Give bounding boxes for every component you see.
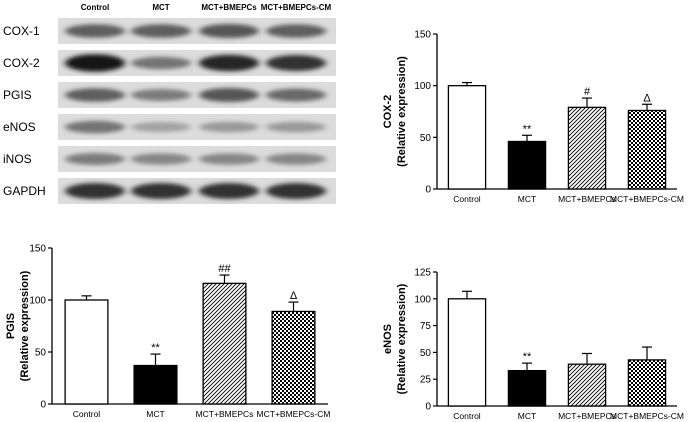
y-axis-label-line-1: COX-2: [382, 95, 394, 129]
y-tick-label: 0: [40, 400, 46, 411]
bar-1: [507, 140, 547, 190]
blot-band: [65, 183, 125, 199]
blot-band: [266, 88, 326, 102]
blot-band: [199, 153, 259, 165]
y-axis-label-line-2: (Relative expression): [396, 283, 408, 394]
blot-band: [65, 54, 125, 72]
bar-2: [202, 282, 247, 405]
bar-1: [133, 364, 178, 405]
y-tick-label: 50: [420, 133, 432, 144]
blot-row-label: GAPDH: [3, 184, 46, 198]
x-tick-label: MCT: [518, 194, 536, 204]
x-tick-label: Control: [73, 409, 101, 419]
blot-band: [65, 88, 125, 102]
significance-mark: ##: [218, 263, 231, 275]
blot-row-inos: iNOS: [3, 146, 336, 172]
blot-row-enos: eNOS: [3, 114, 336, 140]
blot-band: [266, 183, 326, 199]
blot-band: [266, 153, 326, 165]
blot-band: [199, 121, 259, 133]
blot-band: [65, 24, 125, 38]
blot-row-pgis: PGIS: [3, 82, 336, 108]
bar-2: [567, 363, 607, 407]
blot-band: [131, 122, 191, 132]
bar-3: [271, 310, 316, 405]
blot-band: [131, 24, 191, 38]
blot-band: [199, 54, 259, 72]
significance-mark: **: [523, 351, 532, 363]
cox2-bar-chart: COX-2 (Relative expression) 0 50 100 150 Contr…: [382, 30, 684, 205]
y-tick-label: 25: [420, 375, 432, 386]
blot-row-label: COX-1: [3, 24, 40, 38]
blot-band: [131, 56, 191, 70]
blot-row-label: eNOS: [3, 120, 36, 134]
bar-0: [447, 298, 487, 407]
y-tick-label: 0: [425, 185, 431, 196]
blot-band: [65, 153, 125, 165]
y-tick-label: 125: [414, 268, 431, 279]
y-tick-label: 0: [425, 402, 431, 413]
blot-band: [199, 88, 259, 102]
bar-3: [627, 359, 667, 407]
blot-row-cox-1: COX-1: [3, 18, 336, 44]
lane-label-2: MCT+BMEPCs: [201, 3, 257, 12]
lane-label-0: Control: [81, 3, 109, 12]
x-tick-label: MCT: [146, 409, 164, 419]
x-tick-label: MCT+BMEPCs: [558, 411, 616, 421]
y-tick-label: 50: [35, 348, 47, 359]
y-axis-label-line-2: (Relative expression): [396, 56, 408, 167]
bar-2: [567, 106, 607, 190]
bar-0: [64, 299, 109, 405]
blot-row-label: iNOS: [3, 152, 32, 166]
significance-mark: Δ: [643, 92, 651, 104]
y-tick-label: 50: [420, 348, 432, 359]
x-tick-label: MCT+BMEPCs: [558, 194, 616, 204]
x-tick-label: MCT+BMEPCs-CM: [610, 411, 684, 421]
y-tick-label: 150: [414, 30, 431, 41]
lane-label-3: MCT+BMEPCs-CM: [261, 3, 332, 12]
blot-row-label: COX-2: [3, 56, 40, 70]
bar-1: [507, 369, 547, 407]
blot-band: [266, 24, 326, 38]
significance-mark: **: [523, 123, 532, 135]
y-tick-label: 100: [414, 294, 431, 305]
x-tick-label: Control: [453, 194, 481, 204]
blot-row-label: PGIS: [3, 88, 32, 102]
y-tick-label: 100: [414, 81, 431, 92]
blot-band: [131, 153, 191, 165]
significance-mark: Δ: [290, 290, 298, 302]
blot-band: [266, 121, 326, 133]
blot-row-gapdh: GAPDH: [3, 178, 336, 204]
blot-band: [131, 183, 191, 199]
x-tick-label: MCT+BMEPCs: [196, 409, 254, 419]
blot-band: [199, 24, 259, 38]
significance-mark: #: [584, 86, 591, 98]
blot-band: [131, 89, 191, 101]
x-tick-label: MCT+BMEPCs-CM: [610, 194, 684, 204]
y-tick-label: 150: [29, 244, 46, 255]
y-tick-label: 75: [420, 321, 432, 332]
blot-band: [266, 55, 326, 71]
significance-mark: **: [151, 342, 160, 354]
bar-0: [447, 85, 487, 190]
x-tick-label: Control: [453, 411, 481, 421]
enos-bar-chart: eNOS (Relative expression) 0 25 50 75 100 125 Co…: [382, 268, 684, 422]
bar-3: [627, 109, 667, 190]
y-axis-label-line-1: PGIS: [5, 313, 17, 339]
x-tick-label: MCT: [518, 411, 536, 421]
blot-band: [65, 120, 125, 134]
lane-label-1: MCT: [152, 3, 169, 12]
blot-band: [199, 183, 259, 199]
x-tick-label: MCT+BMEPCs-CM: [257, 409, 331, 419]
pgis-bar-chart: PGIS (Relative expression) 0 50 100 150 Contro…: [5, 244, 331, 420]
y-axis-label-line-2: (Relative expression): [19, 270, 31, 381]
y-tick-label: 100: [29, 296, 46, 307]
western-blot-panel: Control MCT MCT+BMEPCs MCT+BMEPCs-CM COX-1 C…: [3, 3, 336, 204]
y-axis-label-line-1: eNOS: [382, 324, 394, 354]
blot-row-cox-2: COX-2: [3, 50, 336, 76]
